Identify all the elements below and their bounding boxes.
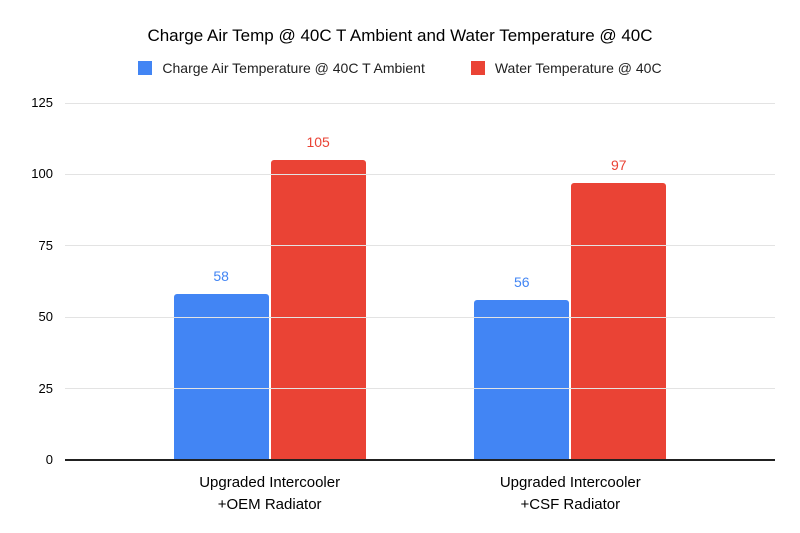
plot-area: 58 105 Upgraded Intercooler +OEM Radiator 5…	[31, 95, 775, 513]
bar-slot: 105	[270, 103, 366, 460]
x-axis-line	[65, 459, 775, 461]
bar-slot: 97	[571, 103, 667, 460]
bar[interactable]: 105	[270, 134, 366, 460]
gridline	[65, 102, 775, 104]
gridline	[65, 173, 775, 175]
y-axis-tick-label: 0	[45, 452, 53, 467]
legend-item-charge-air-temp[interactable]: Charge Air Temperature @ 40C T Ambient	[138, 60, 425, 76]
data-label: 97	[611, 156, 627, 173]
legend-label-charge-air-temp: Charge Air Temperature @ 40C T Ambient	[162, 60, 425, 76]
y-axis-tick-label: 100	[31, 166, 53, 182]
bar-groups: 58 105 Upgraded Intercooler +OEM Radiator 5…	[65, 103, 775, 513]
bar[interactable]: 97	[571, 157, 667, 460]
legend-swatch-icon	[138, 61, 153, 75]
legend-swatch-icon	[470, 61, 485, 75]
bar-group: 58 105 Upgraded Intercooler +OEM Radiator	[173, 103, 366, 513]
bar-slot: 56	[474, 103, 570, 460]
bar-group: 56 97 Upgraded Intercooler +CSF Radiator	[474, 103, 667, 513]
legend-item-water-temp[interactable]: Water Temperature @ 40C	[470, 60, 662, 76]
y-axis-tick-label: 25	[38, 380, 53, 396]
bar[interactable]: 58	[173, 268, 269, 460]
x-axis-category-label: Upgraded Intercooler +CSF Radiator	[499, 474, 641, 513]
gridline	[65, 316, 775, 318]
data-label: 56	[514, 274, 530, 291]
y-axis-tick-label: 50	[38, 309, 53, 325]
data-label: 105	[306, 134, 330, 151]
legend-label-water-temp: Water Temperature @ 40C	[494, 60, 662, 76]
x-axis-category-label: Upgraded Intercooler +OEM Radiator	[199, 474, 341, 513]
data-label: 58	[213, 268, 229, 285]
bar-slot: 58	[173, 103, 269, 460]
y-axis-tick-label: 75	[38, 237, 53, 253]
chart-title: Charge Air Temp @ 40C T Ambient and Wate…	[147, 26, 653, 45]
legend: Charge Air Temperature @ 40C T Ambient W…	[0, 60, 800, 76]
gridline	[65, 245, 775, 247]
gridline	[65, 388, 775, 390]
y-axis-tick-label: 125	[31, 95, 53, 110]
bar[interactable]: 56	[474, 274, 570, 460]
